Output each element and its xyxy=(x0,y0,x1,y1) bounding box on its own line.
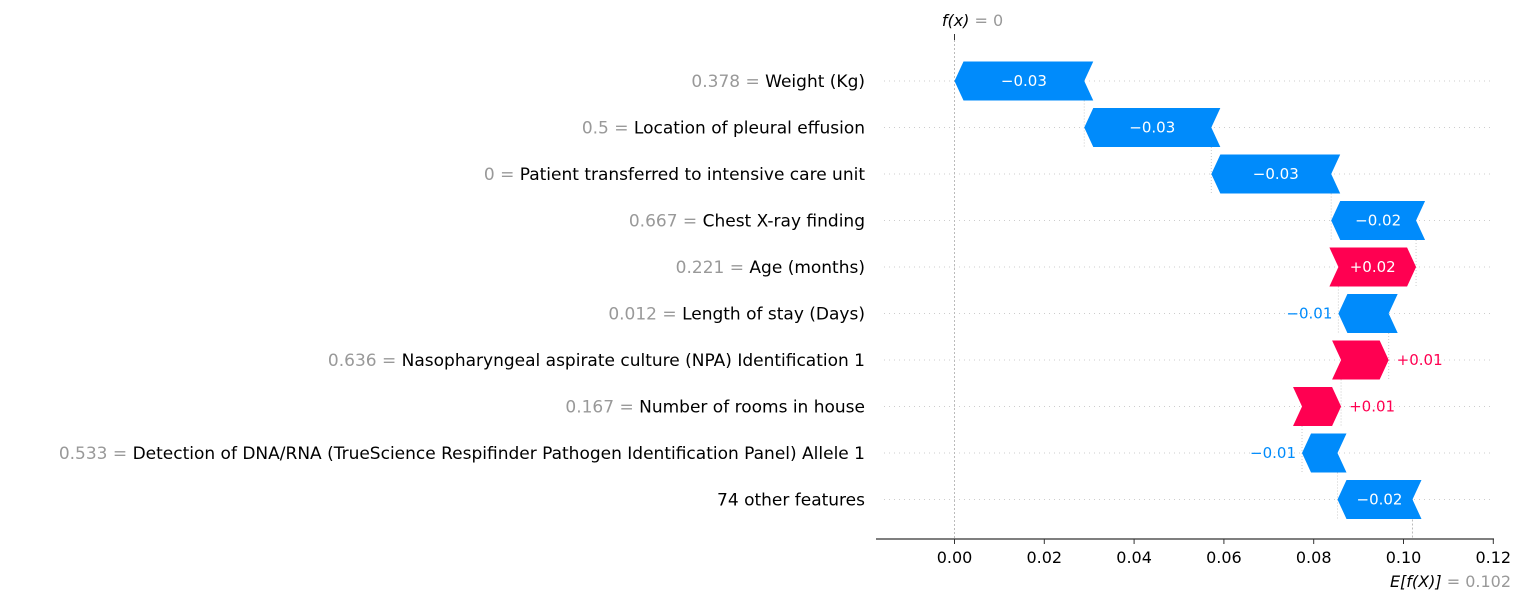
feature-name: Chest X-ray finding xyxy=(703,212,865,232)
bar-value-label: −0.03 xyxy=(1129,119,1175,137)
base-value: 0.102 xyxy=(1465,572,1511,591)
x-axis: 0.00 0.02 0.04 0.06 0.08 0.10 0.12 xyxy=(876,538,1511,567)
x-tick-label: 0.06 xyxy=(1206,548,1242,567)
feature-value: 0.221 = xyxy=(676,258,750,278)
negative-bar xyxy=(1337,480,1422,519)
fx-annotation: f(x) = 0 xyxy=(942,11,1003,30)
bar-value-label: +0.01 xyxy=(1397,351,1443,369)
positive-bar xyxy=(1332,340,1389,380)
fx-equals: = xyxy=(969,11,993,30)
bar-value-label: −0.02 xyxy=(1355,212,1401,230)
feature-label: 0.5 = Location of pleural effusion xyxy=(582,119,865,139)
feature-label: 0.636 = Nasopharyngeal aspirate culture … xyxy=(328,351,865,371)
feature-name: Age (months) xyxy=(749,258,865,278)
feature-name: Patient transferred to intensive care un… xyxy=(520,165,866,185)
feature-name: Nasopharyngeal aspirate culture (NPA) Id… xyxy=(402,351,865,371)
negative-bar xyxy=(1338,294,1398,333)
negative-bar xyxy=(1331,201,1426,240)
feature-label: 74 other features xyxy=(717,491,865,511)
base-equals: = xyxy=(1442,572,1466,591)
feature-labels: 0.378 = Weight (Kg) 0.5 = Location of ple… xyxy=(59,72,865,511)
feature-value: 0.378 = xyxy=(691,72,765,92)
feature-name: Detection of DNA/RNA (TrueScience Respif… xyxy=(133,444,865,464)
negative-bar xyxy=(954,61,1094,101)
fx-value: 0 xyxy=(993,11,1003,30)
negative-bar xyxy=(1302,433,1347,473)
bar-value-label: −0.03 xyxy=(1253,165,1299,183)
bar-value-label: −0.01 xyxy=(1250,444,1296,462)
feature-value: 0.533 = xyxy=(59,444,133,464)
feature-value: 0.012 = xyxy=(608,305,682,325)
feature-label: 0.221 = Age (months) xyxy=(676,258,865,278)
fx-label: f(x) xyxy=(942,11,970,30)
feature-value: 0.5 = xyxy=(582,119,634,139)
bar-value-label: −0.02 xyxy=(1357,491,1403,509)
base-value-annotation: E[f(X)] = 0.102 xyxy=(1390,572,1511,591)
feature-name: Weight (Kg) xyxy=(765,72,865,92)
feature-value: 0.167 = xyxy=(565,398,639,418)
negative-bar xyxy=(1084,108,1221,147)
bar-value-label: −0.03 xyxy=(1001,72,1047,90)
reference-lines xyxy=(954,34,1417,539)
feature-value: 0 = xyxy=(484,165,520,185)
feature-name: 74 other features xyxy=(717,491,865,511)
feature-name: Length of stay (Days) xyxy=(682,305,865,325)
x-tick-label: 0.10 xyxy=(1386,548,1422,567)
bar-value-label: +0.02 xyxy=(1350,258,1396,276)
feature-label: 0.533 = Detection of DNA/RNA (TrueScienc… xyxy=(59,444,865,464)
x-tick-label: 0.12 xyxy=(1475,548,1511,567)
feature-label: 0 = Patient transferred to intensive car… xyxy=(484,165,865,185)
positive-bar xyxy=(1329,247,1417,287)
bar-value-label: −0.01 xyxy=(1286,305,1332,323)
base-label: E[f(X)] xyxy=(1390,572,1442,591)
x-tick-label: 0.04 xyxy=(1116,548,1152,567)
bar-value-label: +0.01 xyxy=(1349,398,1395,416)
x-tick-label: 0.02 xyxy=(1026,548,1062,567)
negative-bar xyxy=(1211,154,1341,194)
feature-value: 0.636 = xyxy=(328,351,402,371)
positive-bar xyxy=(1293,387,1342,426)
feature-name: Location of pleural effusion xyxy=(634,119,865,139)
feature-label: 0.012 = Length of stay (Days) xyxy=(608,305,865,325)
x-tick-label: 0.08 xyxy=(1296,548,1332,567)
feature-label: 0.667 = Chest X-ray finding xyxy=(629,212,865,232)
bars: −0.03 −0.03 −0.03 −0.02 +0.02 −0.01 +0.01 +0.01… xyxy=(954,61,1443,519)
feature-name: Number of rooms in house xyxy=(639,398,865,418)
feature-label: 0.378 = Weight (Kg) xyxy=(691,72,865,92)
feature-value: 0.667 = xyxy=(629,212,703,232)
feature-label: 0.167 = Number of rooms in house xyxy=(565,398,865,418)
x-tick-label: 0.00 xyxy=(937,548,973,567)
